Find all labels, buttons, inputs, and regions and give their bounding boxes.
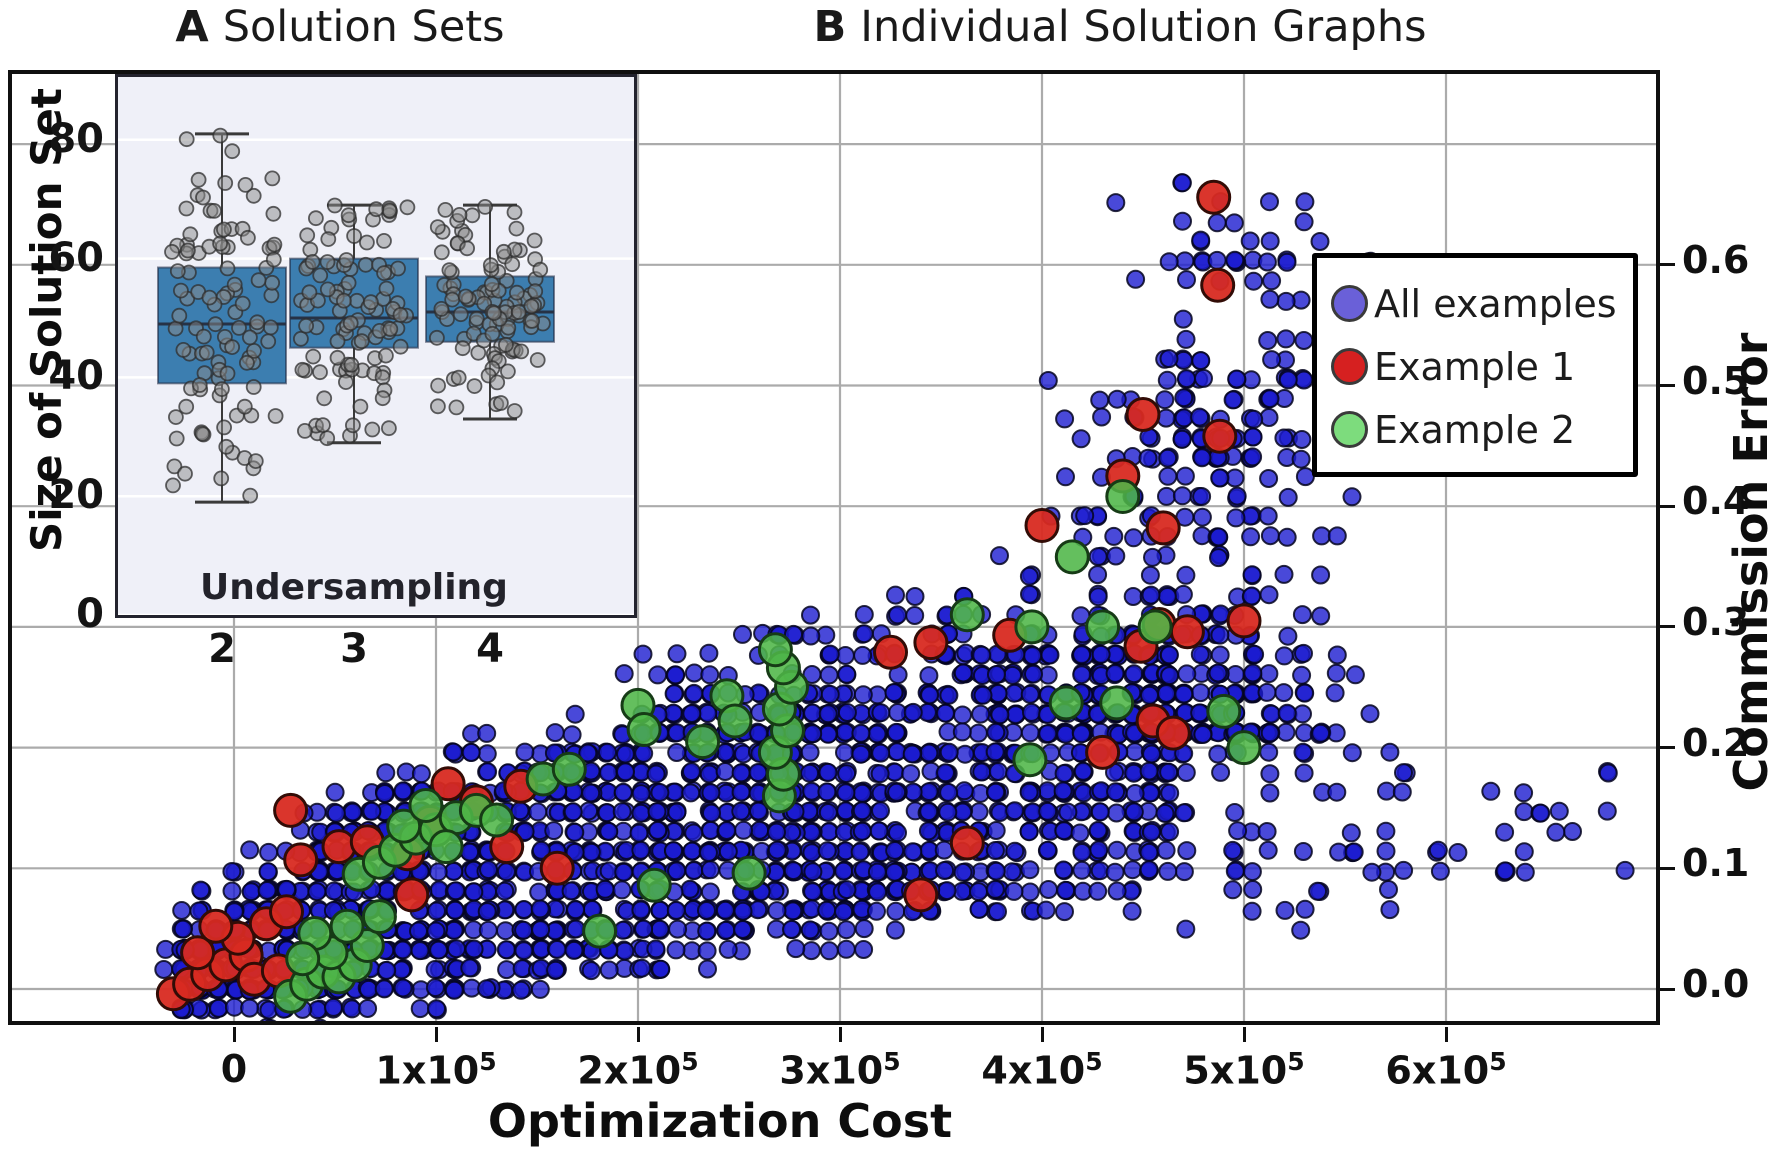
panel-a-title: A Solution Sets [130,2,550,52]
y-tick-mark [1660,625,1675,629]
inset-y-tick-label: 80 [48,115,104,162]
inset-x-tick-label: 3 [340,626,368,672]
inset-y-tick-label: 0 [76,591,104,637]
inset-y-tick-label: 40 [48,353,104,400]
inset-x-tick-label: 4 [476,626,504,672]
y-tick-label: 0.6 [1682,237,1750,282]
x-tick-label: 5x105 [1183,1047,1305,1093]
x-tick-mark [232,1027,236,1042]
legend-entry-label: Example 1 [1374,344,1576,389]
y-tick-label: 0.0 [1682,962,1750,1006]
x-tick-mark [636,1027,640,1042]
legend-entry-2: Example 1 [1331,335,1633,398]
legend-entry-3: Example 2 [1331,398,1633,461]
x-tick-mark [1444,1027,1448,1042]
legend-entry-label: All examples [1374,281,1617,326]
y-tick-label: 0.2 [1682,720,1750,765]
inset-jitter-points [164,127,551,504]
x-axis-label: Optimization Cost [487,1094,953,1148]
scatter-plot-area: Undersampling Size of Solution Set 0 20 40… [8,70,1660,1025]
x-tick-mark [434,1027,438,1042]
y-axis-label: Commission Error [1724,332,1778,792]
x-tick-label: 1x105 [375,1047,497,1093]
y-tick-mark [1660,746,1675,750]
series-example-1 [155,179,1262,1012]
inset-boxplot-area: Undersampling [115,74,637,618]
boxplot-canvas [115,74,637,618]
y-tick-mark [1660,987,1675,991]
x-tick-label: 0 [220,1047,248,1091]
panel-b-title: B Individual Solution Graphs [760,2,1480,52]
y-tick-mark [1660,504,1675,508]
series-example-2 [273,479,1262,1014]
scatter-canvas [12,74,1656,1021]
x-tick-mark [1242,1027,1246,1042]
y-tick-mark [1660,263,1675,267]
panel-a-label: A [175,2,209,52]
all-examples-marker-icon [1331,285,1368,322]
panel-b-label: B [813,2,847,52]
y-tick-label: 0.3 [1682,599,1750,644]
inset-y-tick-label: 20 [48,472,104,519]
x-tick-label: 3x105 [779,1047,901,1093]
example-2-marker-icon [1331,411,1368,448]
example-1-marker-icon [1331,348,1368,385]
y-tick-mark [1660,384,1675,387]
legend-entry-1: All examples [1331,272,1633,335]
inset-y-tick-label: 60 [48,234,104,281]
inset-x-axis-label: Undersampling [200,567,508,608]
inset-x-tick-label: 2 [208,626,236,672]
x-tick-mark [1040,1027,1044,1042]
legend-entry-label: Example 2 [1374,407,1576,452]
y-tick-label: 0.1 [1682,841,1750,886]
x-tick-label: 2x105 [577,1047,699,1093]
panel-a-title-text: Solution Sets [222,2,505,52]
x-tick-label: 6x105 [1385,1047,1507,1093]
y-tick-label: 0.5 [1682,358,1750,403]
panel-b-title-text: Individual Solution Graphs [860,2,1427,52]
x-tick-mark [838,1027,842,1042]
legend: All examples Example 1 Example 2 [1312,253,1638,477]
y-tick-mark [1660,866,1675,870]
x-tick-label: 4x105 [981,1047,1103,1093]
y-tick-label: 0.4 [1682,479,1750,524]
